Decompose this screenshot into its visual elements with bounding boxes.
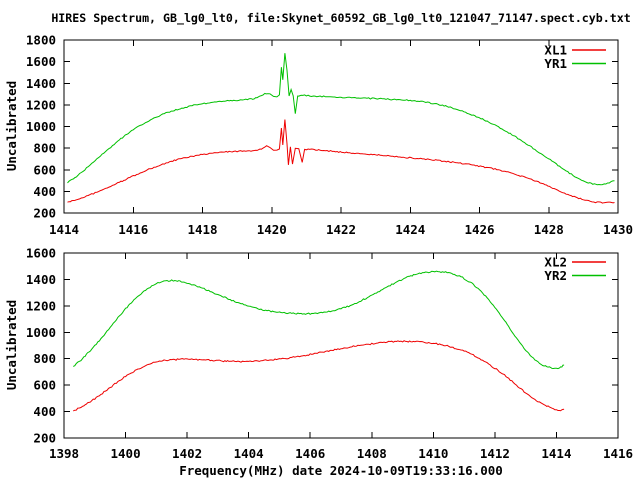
x-tick-label: 1400 (111, 446, 141, 461)
x-tick-label: 1420 (257, 222, 287, 237)
x-tick-label: 1430 (603, 222, 633, 237)
x-tick-label: 1412 (480, 446, 510, 461)
y-tick-label: 1800 (26, 33, 56, 48)
x-tick-label: 1398 (49, 446, 79, 461)
panel1-y-axis-label: Uncalibrated (4, 81, 19, 171)
x-tick-label: 1416 (603, 446, 633, 461)
y-tick-label: 1000 (26, 119, 56, 134)
y-tick-label: 200 (33, 206, 56, 221)
lower-panel: 1398 1400 1402 1404 1406 1408 1410 1412 1414 1416… (26, 246, 633, 462)
y-tick-label: 1400 (26, 76, 56, 91)
legend-label-YR1: YR1 (544, 56, 567, 71)
x-tick-label: 1428 (534, 222, 564, 237)
y-tick-label: 200 (33, 431, 56, 446)
x-tick-label: 1422 (326, 222, 356, 237)
upper-panel: 1414 1416 1418 1420 1422 1424 1426 1428 1430 200 4… (26, 33, 633, 238)
y-tick-label: 1600 (26, 246, 56, 261)
y-tick-label: 600 (33, 378, 56, 393)
y-tick-label: 1200 (26, 97, 56, 112)
x-tick-label: 1416 (118, 222, 148, 237)
x-tick-label: 1414 (541, 446, 571, 461)
legend-label-YR2: YR2 (544, 268, 567, 283)
plot-border (63, 252, 619, 439)
y-tick-label: 600 (33, 162, 56, 177)
y-tick-label: 800 (33, 351, 56, 366)
x-tick-label: 1410 (418, 446, 448, 461)
panel2-y-axis-label: Uncalibrated (4, 300, 19, 390)
y-tick-label: 400 (33, 184, 56, 199)
x-tick-label: 1408 (357, 446, 387, 461)
x-tick-label: 1406 (295, 446, 325, 461)
y-tick-label: 400 (33, 404, 56, 419)
x-tick-label: 1414 (49, 222, 79, 237)
series-line-YR2 (72, 270, 565, 370)
x-axis-label: Frequency(MHz) date 2024-10-09T19:33:16.… (179, 463, 503, 478)
x-tick-label: 1424 (395, 222, 425, 237)
series-line-XL1 (67, 119, 615, 204)
plot-title: HIRES Spectrum, GB_lg0_lt0, file:Skynet_… (51, 11, 630, 26)
x-tick-label: 1426 (464, 222, 494, 237)
legend-label-XL1: XL1 (544, 43, 567, 58)
legend-label-XL2: XL2 (544, 255, 567, 270)
series-line-XL2 (72, 340, 565, 412)
y-tick-label: 800 (33, 141, 56, 156)
plot-border (63, 39, 619, 214)
x-tick-label: 1402 (172, 446, 202, 461)
y-tick-label: 1200 (26, 298, 56, 313)
y-tick-label: 1600 (26, 54, 56, 69)
y-tick-label: 1000 (26, 325, 56, 340)
series-line-YR1 (67, 53, 615, 186)
x-tick-label: 1404 (234, 446, 264, 461)
y-tick-label: 1400 (26, 272, 56, 287)
x-tick-label: 1418 (187, 222, 217, 237)
